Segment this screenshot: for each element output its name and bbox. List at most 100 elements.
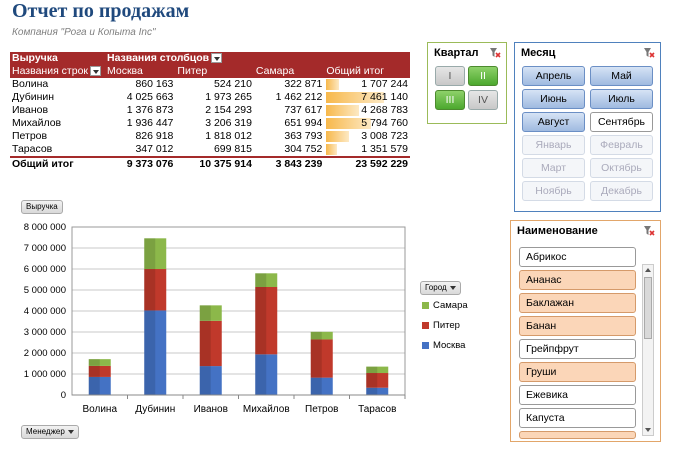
slicer-item-name[interactable] (519, 431, 636, 439)
bar-shade (199, 366, 211, 395)
legend-swatch (422, 322, 429, 329)
pivot-cell: 2 154 293 (205, 104, 252, 116)
legend-label: Москва (433, 340, 466, 351)
pivot-cell: 1 818 012 (205, 130, 252, 142)
slicer-quarter: Квартал I II III IV (427, 42, 507, 124)
pivot-cell: 737 617 (284, 104, 323, 116)
pivot-row-label: Волина (12, 78, 49, 90)
slicer-item-month[interactable]: Ноябрь (522, 181, 585, 201)
bar-shade (310, 331, 322, 340)
pivot-row-label: Михайлов (12, 117, 62, 129)
legend-swatch (422, 342, 429, 349)
bar-segment (366, 387, 389, 395)
legend-item: Самара (422, 300, 468, 320)
pivot-cell: 524 210 (213, 78, 252, 90)
pivot-col-field[interactable]: Названия столбцов (105, 52, 410, 65)
slicer-item-name[interactable]: Банан (519, 316, 636, 336)
scroll-thumb[interactable] (644, 277, 652, 339)
pivot-cell: 1 936 447 (126, 117, 174, 129)
pivot-row-field-label: Названия строк (12, 65, 89, 77)
scroll-up-icon[interactable] (645, 268, 651, 272)
bar-segment (88, 376, 111, 395)
pivot-measure: Выручка (10, 52, 105, 65)
pivot-cell: 860 163 (135, 78, 174, 90)
slicer-item-month[interactable]: Сентябрь (590, 112, 653, 132)
slicer-item-month[interactable]: Январь (522, 135, 585, 155)
y-tick-label: 6 000 000 (24, 264, 66, 275)
slicer-item-month[interactable]: Октябрь (590, 158, 653, 178)
slicer-item-month[interactable]: Февраль (590, 135, 653, 155)
bar-shade (199, 305, 211, 321)
pivot-column-header: Самара (253, 65, 325, 78)
bar-shade (88, 365, 100, 377)
legend-item: Питер (422, 320, 468, 340)
slicer-month: Месяц Апрель Май Июнь Июль Август Сентябрь Янв… (514, 42, 661, 212)
bar-segment (255, 354, 278, 395)
table-row: Петров 826 918 1 818 012 363 793 3 008 723 (10, 130, 410, 143)
pivot-total-cell: 3 008 723 (324, 130, 410, 143)
dropdown-icon[interactable] (211, 53, 223, 64)
bar-segment (144, 310, 167, 395)
y-tick-label: 8 000 000 (24, 222, 66, 233)
slicer-item-quarter[interactable]: III (435, 90, 465, 110)
slicer-scrollbar[interactable] (642, 264, 654, 436)
slicer-item-month[interactable]: Март (522, 158, 585, 178)
slicer-item-month[interactable]: Май (590, 66, 653, 86)
bar-segment (144, 269, 167, 311)
legend-swatch (422, 302, 429, 309)
slicer-item-quarter[interactable]: II (468, 66, 498, 86)
legend-label: Питер (433, 320, 460, 331)
slicer-item-month[interactable]: Июнь (522, 89, 585, 109)
pivot-total-value: 3 008 723 (361, 130, 408, 142)
legend-item: Москва (422, 340, 468, 360)
scroll-down-icon[interactable] (645, 428, 651, 432)
slicer-item-name[interactable]: Ежевика (519, 385, 636, 405)
slicer-name: Наименование Абрикос Ананас Баклажан Банан Г… (510, 220, 661, 442)
slicer-item-name[interactable]: Баклажан (519, 293, 636, 313)
bar-segment (88, 359, 111, 366)
slicer-item-month[interactable]: Июль (590, 89, 653, 109)
chart-legend: Самара Питер Москва (422, 300, 468, 360)
chart-legend-field-button[interactable]: Город (420, 281, 461, 295)
data-bar (326, 131, 350, 142)
chart-measure-button[interactable]: Выручка (21, 200, 63, 214)
y-tick-label: 3 000 000 (24, 327, 66, 338)
slicer-item-name[interactable]: Грейпфрут (519, 339, 636, 359)
bar-shade (366, 373, 378, 388)
x-tick-label: Петров (305, 404, 338, 415)
pivot-col-field-label: Названия столбцов (107, 52, 210, 64)
bar-shade (310, 339, 322, 378)
slicer-item-quarter[interactable]: IV (468, 90, 498, 110)
bar-segment (199, 366, 222, 395)
chart-axis-field-button[interactable]: Менеджер (21, 425, 79, 439)
pivot-row-label: Тарасов (12, 143, 53, 155)
clear-filter-icon[interactable] (643, 47, 655, 59)
report-title: Отчет по продажам (12, 0, 190, 22)
chevron-down-icon (449, 285, 456, 290)
pivot-row-field[interactable]: Названия строк (10, 65, 105, 78)
y-tick-label: 2 000 000 (24, 348, 66, 359)
pivot-total-cell: 5 794 760 (324, 117, 410, 130)
slicer-item-name[interactable]: Груши (519, 362, 636, 382)
slicer-item-name[interactable]: Ананас (519, 270, 636, 290)
clear-filter-icon[interactable] (643, 225, 655, 237)
y-tick-label: 4 000 000 (24, 306, 66, 317)
pivot-row-label: Петров (12, 130, 48, 142)
dropdown-icon[interactable] (90, 66, 102, 77)
pivot-cell: 699 815 (213, 143, 252, 155)
pivot-total-value: 5 794 760 (361, 117, 408, 129)
pivot-cell: 1 462 212 (275, 91, 323, 103)
pivot-total-cell: 1 351 579 (324, 143, 410, 157)
slicer-item-month[interactable]: Август (522, 112, 585, 132)
y-tick-label: 0 (61, 390, 66, 401)
slicer-item-month[interactable]: Декабрь (590, 181, 653, 201)
slicer-item-name[interactable]: Абрикос (519, 247, 636, 267)
slicer-item-name[interactable]: Капуста (519, 408, 636, 428)
data-bar (326, 92, 385, 103)
slicer-month-title: Месяц (521, 47, 556, 59)
slicer-item-quarter[interactable]: I (435, 66, 465, 86)
clear-filter-icon[interactable] (489, 47, 501, 59)
slicer-item-month[interactable]: Апрель (522, 66, 585, 86)
pivot-cell: 4 025 663 (126, 91, 174, 103)
bar-shade (366, 366, 378, 374)
